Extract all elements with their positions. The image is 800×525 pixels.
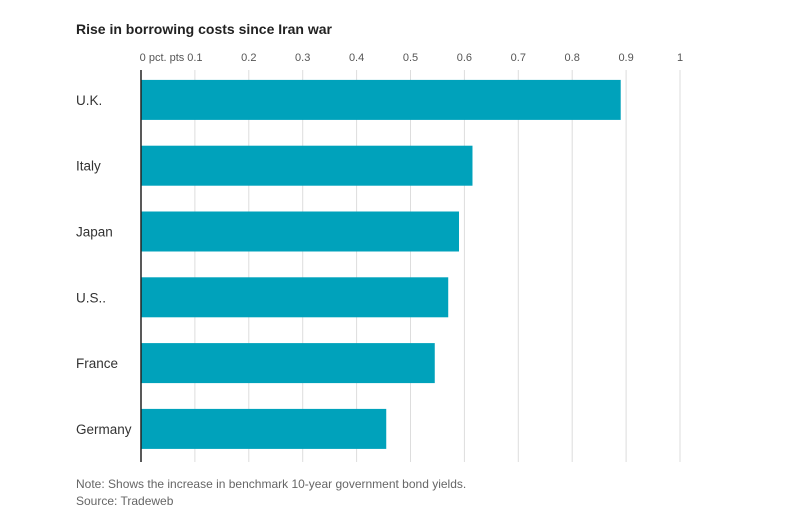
x-tick-label: 0.4 xyxy=(349,52,364,64)
bar xyxy=(141,343,435,384)
bar xyxy=(141,211,460,252)
bar xyxy=(141,145,473,186)
bar xyxy=(141,79,621,120)
category-label: U.K. xyxy=(76,93,102,108)
x-tick-label: 0.8 xyxy=(565,52,580,64)
x-tick-label: 0.7 xyxy=(511,52,526,64)
x-tick-label: 0.3 xyxy=(295,52,310,64)
chart-title: Rise in borrowing costs since Iran war xyxy=(76,21,332,37)
bar xyxy=(141,277,449,318)
chart-source: Source: Tradeweb xyxy=(76,494,174,508)
x-tick-label: 0.2 xyxy=(241,52,256,64)
x-tick-label: 0.9 xyxy=(618,52,633,64)
x-tick-label: 1 xyxy=(677,52,683,64)
category-label: U.S.. xyxy=(76,290,106,305)
x-tick-label: 0.6 xyxy=(457,52,472,64)
x-tick-label: 0.5 xyxy=(403,52,418,64)
chart-note: Note: Shows the increase in benchmark 10… xyxy=(76,477,467,491)
category-label: France xyxy=(76,356,118,371)
x-tick-label: 0 pct. pts xyxy=(140,52,185,64)
category-label: Italy xyxy=(76,159,101,174)
category-label: Japan xyxy=(76,225,113,240)
category-label: Germany xyxy=(76,422,132,437)
x-tick-label: 0.1 xyxy=(187,52,202,64)
bar xyxy=(141,408,387,449)
